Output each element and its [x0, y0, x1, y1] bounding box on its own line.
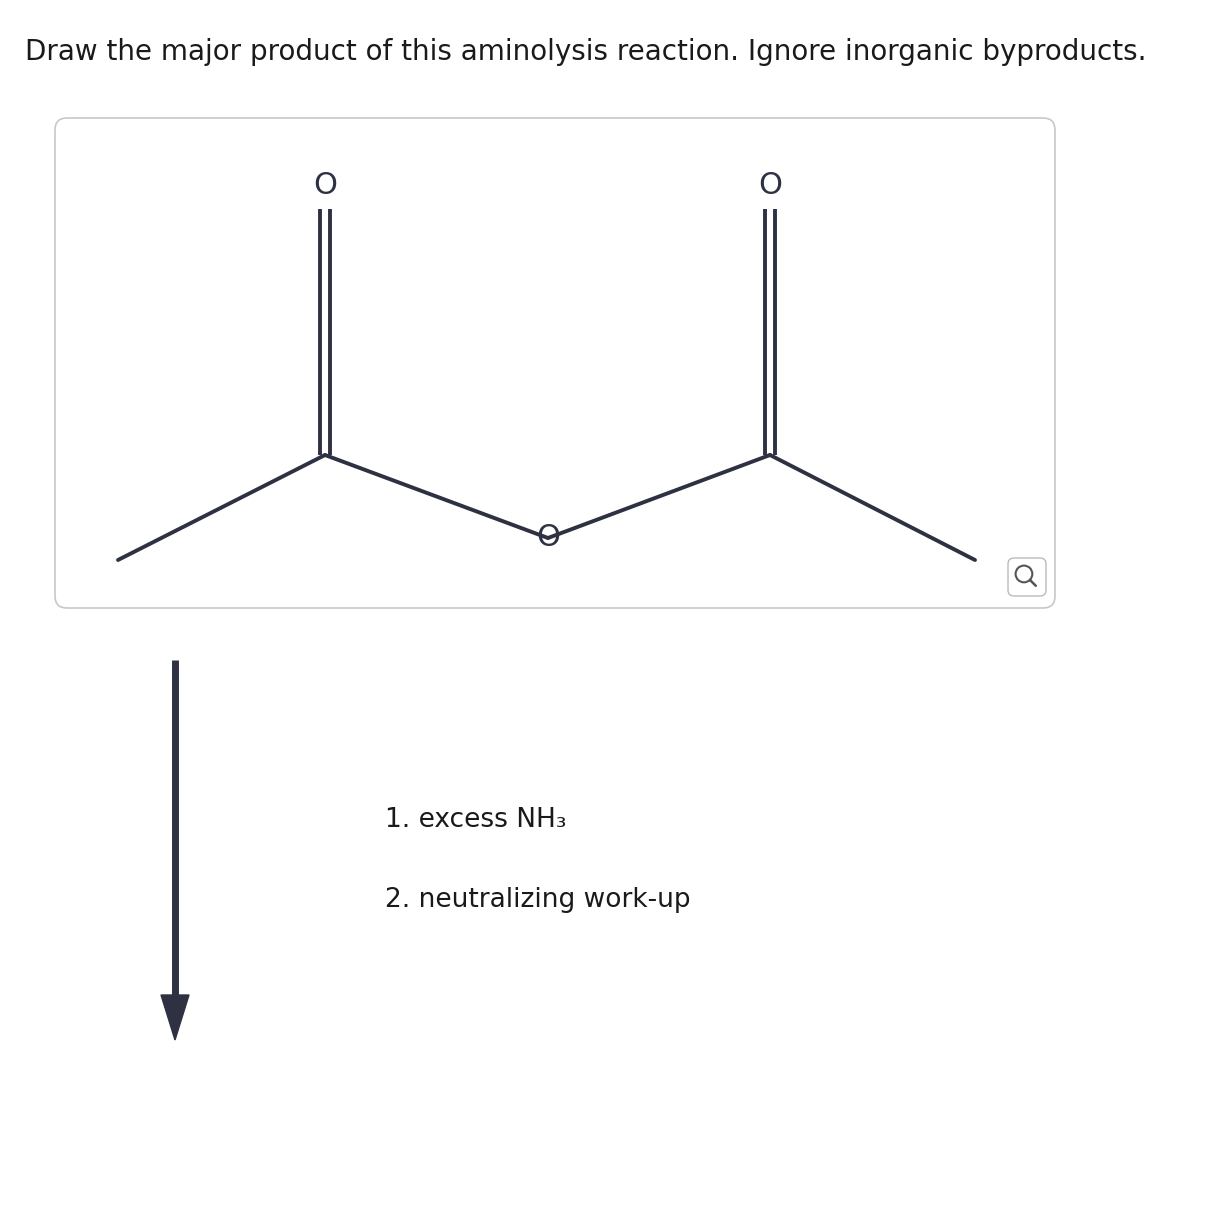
FancyBboxPatch shape: [1008, 558, 1046, 596]
Text: O: O: [312, 171, 337, 200]
Text: O: O: [758, 171, 782, 200]
FancyArrow shape: [161, 995, 189, 1040]
Text: 1. excess NH₃: 1. excess NH₃: [385, 808, 567, 833]
Text: O: O: [536, 524, 559, 553]
Text: 2. neutralizing work-up: 2. neutralizing work-up: [385, 887, 690, 914]
Text: Draw the major product of this aminolysis reaction. Ignore inorganic byproducts.: Draw the major product of this aminolysi…: [25, 38, 1147, 66]
FancyBboxPatch shape: [54, 118, 1055, 608]
